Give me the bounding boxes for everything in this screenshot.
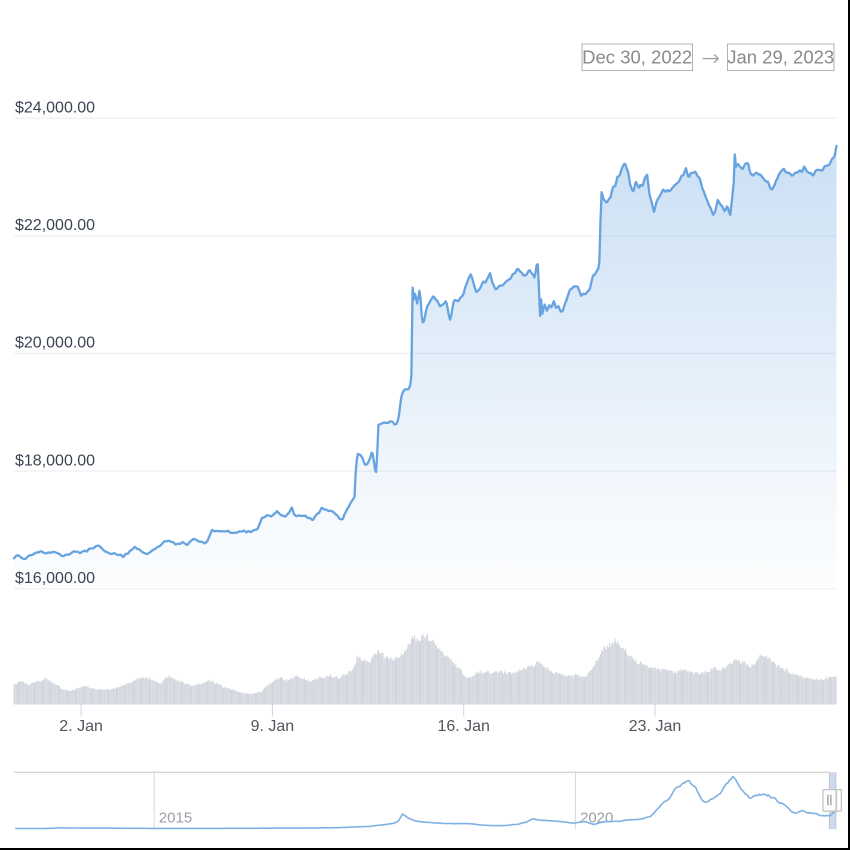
svg-text:2. Jan: 2. Jan (59, 718, 103, 735)
svg-text:9. Jan: 9. Jan (251, 718, 295, 735)
svg-text:$24,000.00: $24,000.00 (15, 99, 95, 116)
svg-text:16. Jan: 16. Jan (437, 718, 489, 735)
svg-text:$16,000.00: $16,000.00 (15, 570, 95, 587)
svg-text:Jan 29, 2023: Jan 29, 2023 (727, 47, 834, 68)
svg-text:$18,000.00: $18,000.00 (15, 452, 95, 469)
svg-text:$22,000.00: $22,000.00 (15, 217, 95, 234)
svg-text:23. Jan: 23. Jan (629, 718, 681, 735)
svg-text:$20,000.00: $20,000.00 (15, 335, 95, 352)
svg-text:2015: 2015 (159, 810, 192, 827)
svg-text:Dec 30, 2022: Dec 30, 2022 (582, 47, 692, 68)
